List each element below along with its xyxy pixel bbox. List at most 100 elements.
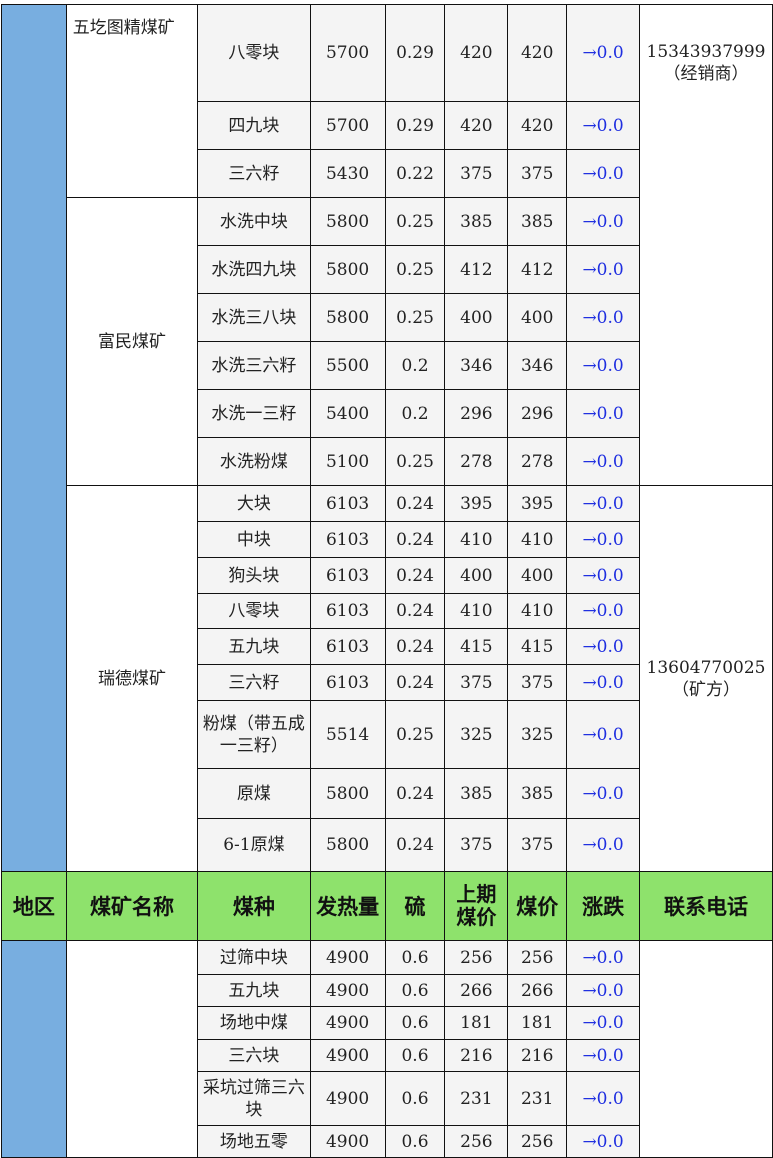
- table-row: 五九块 6103 0.24 415 415 →0.0: [2, 628, 773, 665]
- coal-type-cell: 狗头块: [197, 557, 311, 594]
- previous-price-cell: 395: [444, 485, 509, 522]
- change-cell: →0.0: [566, 1125, 640, 1158]
- coal-type-cell: 中块: [197, 521, 311, 558]
- coal-type-cell: 过筛中块: [197, 940, 311, 975]
- price-cell: 420: [507, 4, 568, 102]
- previous-price-cell: 410: [444, 521, 509, 558]
- phone-note: （经销商）: [663, 64, 749, 84]
- change-cell: →0.0: [566, 485, 640, 522]
- sulfur-cell: 0.6: [384, 1125, 446, 1158]
- change-cell: →0.0: [566, 521, 640, 558]
- table-row: 五九块 4900 0.6 266 266 →0.0: [2, 974, 773, 1007]
- coal-type-cell: 水洗粉煤: [197, 437, 311, 486]
- column-header: 上期煤价: [444, 871, 509, 941]
- sulfur-cell: 0.25: [384, 293, 446, 342]
- previous-price-cell: 385: [444, 768, 509, 819]
- price-cell: 385: [507, 197, 568, 246]
- coal-type-cell: 水洗三六籽: [197, 341, 311, 390]
- calorific-value-cell: 5800: [309, 768, 386, 819]
- mine-name: [65, 940, 199, 1158]
- change-cell: →0.0: [566, 557, 640, 594]
- previous-price-cell: 181: [444, 1006, 509, 1040]
- calorific-value-cell: 5800: [309, 245, 386, 294]
- price-cell: 216: [507, 1039, 568, 1072]
- previous-price-cell: 296: [444, 389, 509, 438]
- change-cell: →0.0: [566, 1006, 640, 1040]
- sulfur-cell: 0.2: [384, 341, 446, 390]
- change-cell: →0.0: [566, 245, 640, 294]
- table-row: 6-1原煤 5800 0.24 375 375 →0.0: [2, 818, 773, 872]
- previous-price-cell: 325: [444, 700, 509, 769]
- coal-type-cell: 三六块: [197, 1039, 311, 1072]
- price-cell: 231: [507, 1071, 568, 1126]
- coal-type-cell: 八零块: [197, 593, 311, 629]
- column-header: 发热量: [309, 871, 386, 941]
- sulfur-cell: 0.2: [384, 389, 446, 438]
- calorific-value-cell: 5700: [309, 4, 386, 102]
- calorific-value-cell: 4900: [309, 974, 386, 1007]
- table-row: 五圪图精煤矿 八零块 5700 0.29 420 420 →0.0 15343937999 （经…: [1, 4, 773, 872]
- sulfur-cell: 0.6: [384, 1071, 446, 1126]
- mine-name: 瑞德煤矿: [65, 485, 199, 872]
- change-cell: →0.0: [566, 700, 640, 769]
- price-cell: 278: [507, 437, 568, 486]
- sulfur-cell: 0.24: [384, 628, 446, 665]
- table-row: 场地中煤 4900 0.6 181 181 →0.0: [2, 1006, 773, 1040]
- coal-type-cell: 场地五零: [197, 1125, 311, 1158]
- phone-number: 13604770025: [646, 657, 766, 678]
- price-cell: 420: [507, 101, 568, 150]
- calorific-value-cell: 4900: [309, 1071, 386, 1126]
- sulfur-cell: 0.25: [384, 197, 446, 246]
- header-row: 地区 煤矿名称 煤种 发热量硫上期煤价 煤价 涨跌 联系电话: [1, 871, 773, 941]
- price-cell: 410: [507, 593, 568, 629]
- price-cell: 400: [507, 293, 568, 342]
- previous-price-cell: 375: [444, 149, 509, 198]
- calorific-value-cell: 5514: [309, 700, 386, 769]
- table-row: 原煤 5800 0.24 385 385 →0.0: [2, 768, 773, 819]
- table-row: 三六块 4900 0.6 216 216 →0.0: [2, 1039, 773, 1072]
- coal-type-cell: 原煤: [197, 768, 311, 819]
- change-cell: →0.0: [566, 1039, 640, 1072]
- sulfur-cell: 0.6: [384, 1006, 446, 1040]
- coal-type-cell: 大块: [197, 485, 311, 522]
- change-cell: →0.0: [566, 437, 640, 486]
- change-cell: →0.0: [566, 940, 640, 975]
- price-cell: 256: [507, 1125, 568, 1158]
- previous-price-cell: 216: [444, 1039, 509, 1072]
- change-cell: →0.0: [566, 974, 640, 1007]
- price-cell: 385: [507, 768, 568, 819]
- sulfur-cell: 0.24: [384, 485, 446, 522]
- calorific-value-cell: 5800: [309, 818, 386, 872]
- coal-type-cell: 三六籽: [197, 664, 311, 701]
- sulfur-cell: 0.24: [384, 521, 446, 558]
- change-cell: →0.0: [566, 593, 640, 629]
- sulfur-cell: 0.24: [384, 593, 446, 629]
- coal-type-cell: 粉煤（带五成一三籽）: [197, 700, 311, 769]
- calorific-value-cell: 6103: [309, 593, 386, 629]
- change-cell: →0.0: [566, 197, 640, 246]
- calorific-value-cell: 5400: [309, 389, 386, 438]
- coal-type-cell: 水洗中块: [197, 197, 311, 246]
- sulfur-cell: 0.22: [384, 149, 446, 198]
- change-cell: →0.0: [566, 768, 640, 819]
- coal-type-cell: 场地中煤: [197, 1006, 311, 1040]
- previous-price-cell: 346: [444, 341, 509, 390]
- contact-phone-cell: [639, 940, 773, 1158]
- sulfur-cell: 0.25: [384, 437, 446, 486]
- table-row: 八零块 6103 0.24 410 410 →0.0: [2, 593, 773, 629]
- sulfur-cell: 0.24: [384, 818, 446, 872]
- table-row: 过筛中块 4900 0.6 256 256 →0.0: [1, 940, 773, 1158]
- calorific-value-cell: 5800: [309, 293, 386, 342]
- mine-name: 五圪图精煤矿: [65, 4, 199, 198]
- calorific-value-cell: 5800: [309, 197, 386, 246]
- table-row: 富民煤矿 水洗中块 5800 0.25 385 385 →0.0: [2, 197, 773, 486]
- calorific-value-cell: 4900: [309, 940, 386, 975]
- price-cell: 266: [507, 974, 568, 1007]
- change-cell: →0.0: [566, 101, 640, 150]
- price-cell: 395: [507, 485, 568, 522]
- previous-price-cell: 375: [444, 818, 509, 872]
- price-cell: 181: [507, 1006, 568, 1040]
- table-row: 水洗粉煤 5100 0.25 278 278 →0.0: [2, 437, 773, 486]
- price-cell: 410: [507, 521, 568, 558]
- price-cell: 346: [507, 341, 568, 390]
